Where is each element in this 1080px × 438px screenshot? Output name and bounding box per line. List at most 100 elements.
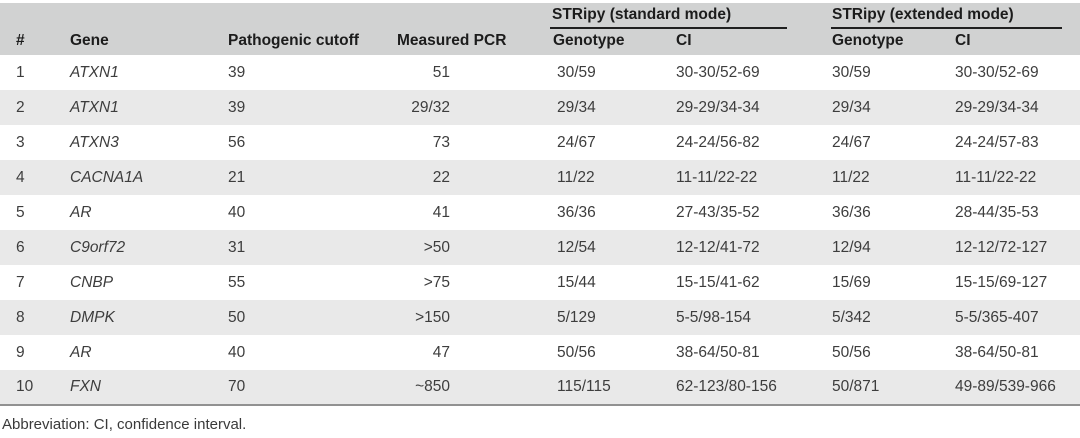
col-header-cutoff: Pathogenic cutoff	[228, 32, 359, 49]
cell-gene: CNBP	[70, 273, 114, 291]
cell-num: 5	[16, 203, 25, 221]
table-row: 3 ATXN3 56 73 24/67 24-24/56-82 24/67 24…	[0, 125, 1080, 160]
cell-cutoff: 56	[228, 133, 246, 151]
table-row: 7 CNBP 55 >75 15/44 15-15/41-62 15/69 15…	[0, 265, 1080, 300]
cell-genotype-std: 29/34	[557, 98, 596, 116]
cell-genotype-std: 15/44	[557, 273, 596, 291]
col-header-pcr: Measured PCR	[397, 32, 507, 49]
cell-ci-std: 29-29/34-34	[676, 98, 760, 116]
col-header-ci-std: CI	[676, 32, 692, 49]
cell-gene: AR	[70, 203, 92, 221]
cell-genotype-std: 5/129	[557, 308, 596, 326]
group-label-standard: STRipy (standard mode)	[550, 6, 787, 29]
genotyping-results-table: STRipy (standard mode) STRipy (extended …	[0, 3, 1080, 406]
table-row: 8 DMPK 50 >150 5/129 5-5/98-154 5/342 5-…	[0, 300, 1080, 335]
cell-ci-ext: 5-5/365-407	[955, 308, 1039, 326]
col-header-gene: Gene	[70, 32, 109, 49]
cell-ci-ext: 24-24/57-83	[955, 133, 1039, 151]
cell-ci-std: 15-15/41-62	[676, 273, 760, 291]
col-header-genotype-std: Genotype	[553, 32, 625, 49]
cell-num: 10	[0, 370, 52, 406]
cell-gene: ATXN1	[70, 98, 119, 116]
cell-num: 4	[16, 168, 25, 186]
cell-ci-std: 38-64/50-81	[676, 343, 760, 361]
cell-genotype-ext: 24/67	[832, 133, 871, 151]
cell-ci-ext: 29-29/34-34	[955, 98, 1039, 116]
cell-gene: ATXN1	[70, 63, 119, 81]
table-row: 9 AR 40 47 50/56 38-64/50-81 50/56 38-64…	[0, 335, 1080, 370]
cell-cutoff: 21	[228, 168, 246, 186]
cell-ci-ext: 12-12/72-127	[955, 238, 1048, 256]
cell-cutoff: 31	[228, 238, 246, 256]
cell-num: 1	[16, 63, 25, 81]
table-row: 5 AR 40 41 36/36 27-43/35-52 36/36 28-44…	[0, 195, 1080, 230]
cell-genotype-std: 12/54	[557, 238, 596, 256]
table-row: 2 ATXN1 39 29/32 29/34 29-29/34-34 29/34…	[0, 90, 1080, 125]
cell-gene: C9orf72	[70, 238, 126, 256]
column-header-row: # Gene Pathogenic cutoff Measured PCR Ge…	[0, 29, 1080, 55]
table-row: 4 CACNA1A 21 22 11/22 11-11/22-22 11/22 …	[0, 160, 1080, 195]
cell-pcr: 73	[432, 133, 450, 151]
cell-cutoff: 39	[228, 98, 246, 116]
table-row: 6 C9orf72 31 >50 12/54 12-12/41-72 12/94…	[0, 230, 1080, 265]
table-row: 1 ATXN1 39 51 30/59 30-30/52-69 30/59 30…	[0, 55, 1080, 90]
cell-num: 6	[16, 238, 25, 256]
cell-ci-std: 62-123/80-156	[676, 370, 830, 406]
cell-gene: CACNA1A	[70, 168, 144, 186]
group-header-extended: STRipy (extended mode)	[830, 3, 1080, 29]
cell-ci-std: 12-12/41-72	[676, 238, 760, 256]
cell-num: 2	[16, 98, 25, 116]
group-header-standard: STRipy (standard mode)	[550, 3, 830, 29]
table-header: STRipy (standard mode) STRipy (extended …	[0, 3, 1080, 55]
cell-pcr: >150	[415, 308, 450, 326]
cell-pcr: 22	[432, 168, 450, 186]
cell-gene: ATXN3	[70, 133, 119, 151]
cell-gene: AR	[70, 343, 92, 361]
cell-genotype-ext: 50/56	[832, 343, 871, 361]
cell-genotype-std: 115/115	[552, 370, 676, 406]
cell-genotype-std: 50/56	[557, 343, 596, 361]
group-header-spacer	[0, 3, 552, 29]
cell-cutoff: 70	[228, 370, 396, 406]
col-header-num: #	[16, 32, 25, 49]
cell-ci-ext: 30-30/52-69	[955, 63, 1039, 81]
cell-genotype-std: 24/67	[557, 133, 596, 151]
table-footnote: Abbreviation: CI, confidence interval.	[2, 416, 247, 433]
cell-cutoff: 39	[228, 63, 246, 81]
table-row: 10 FXN 70 ~850 115/115 62-123/80-156 50/…	[0, 370, 1080, 406]
cell-ci-ext: 38-64/50-81	[955, 343, 1039, 361]
cell-ci-ext: 49-89/539-966	[955, 370, 1080, 406]
group-header-row: STRipy (standard mode) STRipy (extended …	[0, 3, 1080, 29]
cell-num: 8	[16, 308, 25, 326]
cell-pcr: 29/32	[411, 98, 450, 116]
cell-genotype-ext: 12/94	[832, 238, 871, 256]
cell-cutoff: 40	[228, 203, 246, 221]
group-label-extended: STRipy (extended mode)	[831, 6, 1062, 29]
cell-genotype-ext: 5/342	[832, 308, 871, 326]
cell-pcr: ~850	[396, 370, 552, 406]
cell-gene: FXN	[52, 370, 228, 406]
cell-gene: DMPK	[70, 308, 115, 326]
cell-num: 9	[16, 343, 25, 361]
cell-ci-std: 11-11/22-22	[676, 168, 758, 186]
cell-genotype-std: 11/22	[557, 168, 595, 186]
cell-ci-std: 27-43/35-52	[676, 203, 760, 221]
cell-pcr: 47	[432, 343, 450, 361]
col-header-ci-ext: CI	[955, 32, 971, 49]
cell-pcr: >50	[423, 238, 450, 256]
cell-cutoff: 50	[228, 308, 246, 326]
cell-ci-std: 24-24/56-82	[676, 133, 760, 151]
cell-genotype-ext: 50/871	[830, 370, 955, 406]
cell-ci-std: 30-30/52-69	[676, 63, 760, 81]
cell-genotype-std: 30/59	[557, 63, 596, 81]
cell-genotype-std: 36/36	[557, 203, 596, 221]
cell-ci-ext: 28-44/35-53	[955, 203, 1039, 221]
cell-pcr: 41	[432, 203, 450, 221]
col-header-genotype-ext: Genotype	[832, 32, 904, 49]
cell-ci-std: 5-5/98-154	[676, 308, 751, 326]
cell-num: 7	[16, 273, 25, 291]
cell-genotype-ext: 36/36	[832, 203, 871, 221]
cell-genotype-ext: 15/69	[832, 273, 871, 291]
cell-genotype-ext: 11/22	[832, 168, 870, 186]
